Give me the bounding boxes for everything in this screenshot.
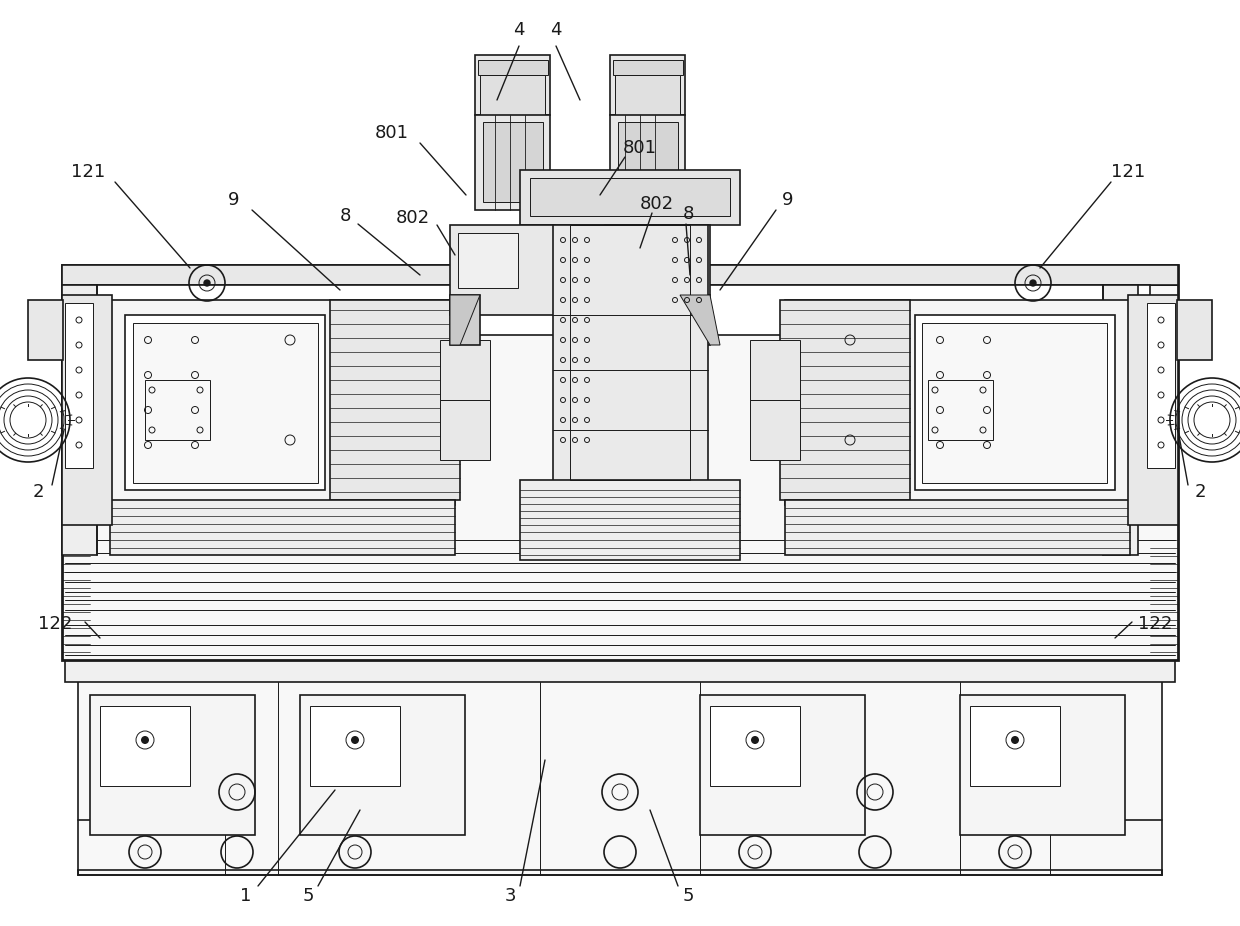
Text: 2: 2: [1194, 483, 1205, 501]
Text: 121: 121: [71, 163, 105, 181]
Bar: [62, 285, 97, 555]
Bar: [1128, 295, 1178, 525]
Bar: [701, 695, 866, 835]
Bar: [133, 323, 317, 483]
Polygon shape: [680, 295, 720, 345]
Bar: [1177, 300, 1211, 360]
Bar: [450, 225, 556, 315]
Text: 8: 8: [682, 205, 693, 223]
Text: 121: 121: [1111, 163, 1145, 181]
Text: 4: 4: [551, 21, 562, 39]
Bar: [644, 233, 703, 288]
Bar: [711, 706, 800, 786]
Bar: [484, 122, 543, 202]
Circle shape: [141, 736, 149, 744]
Bar: [570, 225, 689, 480]
Bar: [610, 55, 684, 115]
Bar: [440, 340, 490, 400]
Bar: [440, 400, 490, 460]
Bar: [923, 323, 1107, 483]
Bar: [310, 706, 401, 786]
Bar: [145, 380, 210, 440]
Text: 2: 2: [32, 483, 43, 501]
Text: 802: 802: [396, 209, 430, 227]
Text: 4: 4: [513, 21, 525, 39]
Polygon shape: [450, 295, 480, 345]
Bar: [785, 300, 1130, 505]
Circle shape: [1030, 280, 1035, 286]
Bar: [780, 300, 910, 500]
Bar: [62, 265, 1178, 660]
Bar: [64, 303, 93, 468]
Bar: [91, 695, 255, 835]
Bar: [78, 680, 1162, 875]
Text: 5: 5: [682, 887, 693, 905]
Bar: [458, 233, 518, 288]
Bar: [785, 500, 1130, 555]
Bar: [960, 695, 1125, 835]
Bar: [300, 695, 465, 835]
Circle shape: [351, 736, 360, 744]
Bar: [915, 315, 1115, 490]
Bar: [615, 75, 680, 115]
Bar: [1104, 285, 1138, 555]
Text: 122: 122: [37, 615, 72, 633]
Bar: [618, 122, 678, 202]
Bar: [64, 660, 1176, 682]
Text: 3: 3: [505, 887, 516, 905]
Text: 9: 9: [782, 191, 794, 209]
Bar: [1147, 303, 1176, 468]
Bar: [605, 225, 711, 315]
Bar: [750, 340, 800, 400]
Bar: [475, 115, 551, 210]
Bar: [680, 295, 711, 345]
Bar: [475, 55, 551, 115]
Bar: [29, 300, 63, 360]
Bar: [970, 706, 1060, 786]
Bar: [553, 225, 708, 540]
Bar: [100, 706, 190, 786]
Bar: [520, 480, 740, 560]
Text: 5: 5: [303, 887, 314, 905]
Bar: [750, 400, 800, 460]
Bar: [520, 170, 740, 225]
Bar: [91, 285, 1149, 335]
Bar: [125, 315, 325, 490]
Text: 801: 801: [622, 139, 657, 157]
Text: 8: 8: [340, 207, 351, 225]
Bar: [330, 300, 460, 500]
Bar: [62, 295, 112, 525]
Text: 122: 122: [1138, 615, 1172, 633]
Text: 9: 9: [228, 191, 239, 209]
Circle shape: [751, 736, 759, 744]
Bar: [110, 500, 455, 555]
Text: 801: 801: [374, 124, 409, 142]
Circle shape: [1011, 736, 1019, 744]
Circle shape: [205, 280, 210, 286]
Bar: [610, 115, 684, 210]
Text: 1: 1: [241, 887, 252, 905]
Bar: [450, 295, 480, 345]
Bar: [62, 265, 1178, 285]
Text: 802: 802: [640, 195, 675, 213]
Bar: [529, 178, 730, 216]
Bar: [477, 60, 548, 75]
Bar: [613, 60, 683, 75]
Bar: [928, 380, 993, 440]
Bar: [110, 300, 455, 505]
Bar: [480, 75, 546, 115]
